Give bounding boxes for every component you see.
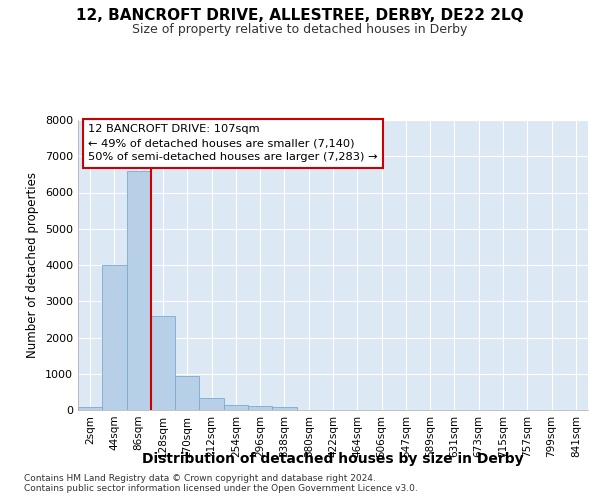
Bar	[224, 406, 248, 410]
Text: 12, BANCROFT DRIVE, ALLESTREE, DERBY, DE22 2LQ: 12, BANCROFT DRIVE, ALLESTREE, DERBY, DE…	[76, 8, 524, 22]
Bar	[199, 398, 224, 410]
Bar	[175, 376, 199, 410]
Bar	[272, 407, 296, 410]
Y-axis label: Number of detached properties: Number of detached properties	[26, 172, 40, 358]
Bar	[248, 406, 272, 410]
Text: 12 BANCROFT DRIVE: 107sqm
← 49% of detached houses are smaller (7,140)
50% of se: 12 BANCROFT DRIVE: 107sqm ← 49% of detac…	[88, 124, 378, 162]
Bar	[102, 265, 127, 410]
Bar	[78, 408, 102, 410]
Text: Contains public sector information licensed under the Open Government Licence v3: Contains public sector information licen…	[24, 484, 418, 493]
Bar	[151, 316, 175, 410]
Text: Distribution of detached houses by size in Derby: Distribution of detached houses by size …	[142, 452, 524, 466]
Text: Contains HM Land Registry data © Crown copyright and database right 2024.: Contains HM Land Registry data © Crown c…	[24, 474, 376, 483]
Text: Size of property relative to detached houses in Derby: Size of property relative to detached ho…	[133, 22, 467, 36]
Bar	[127, 171, 151, 410]
